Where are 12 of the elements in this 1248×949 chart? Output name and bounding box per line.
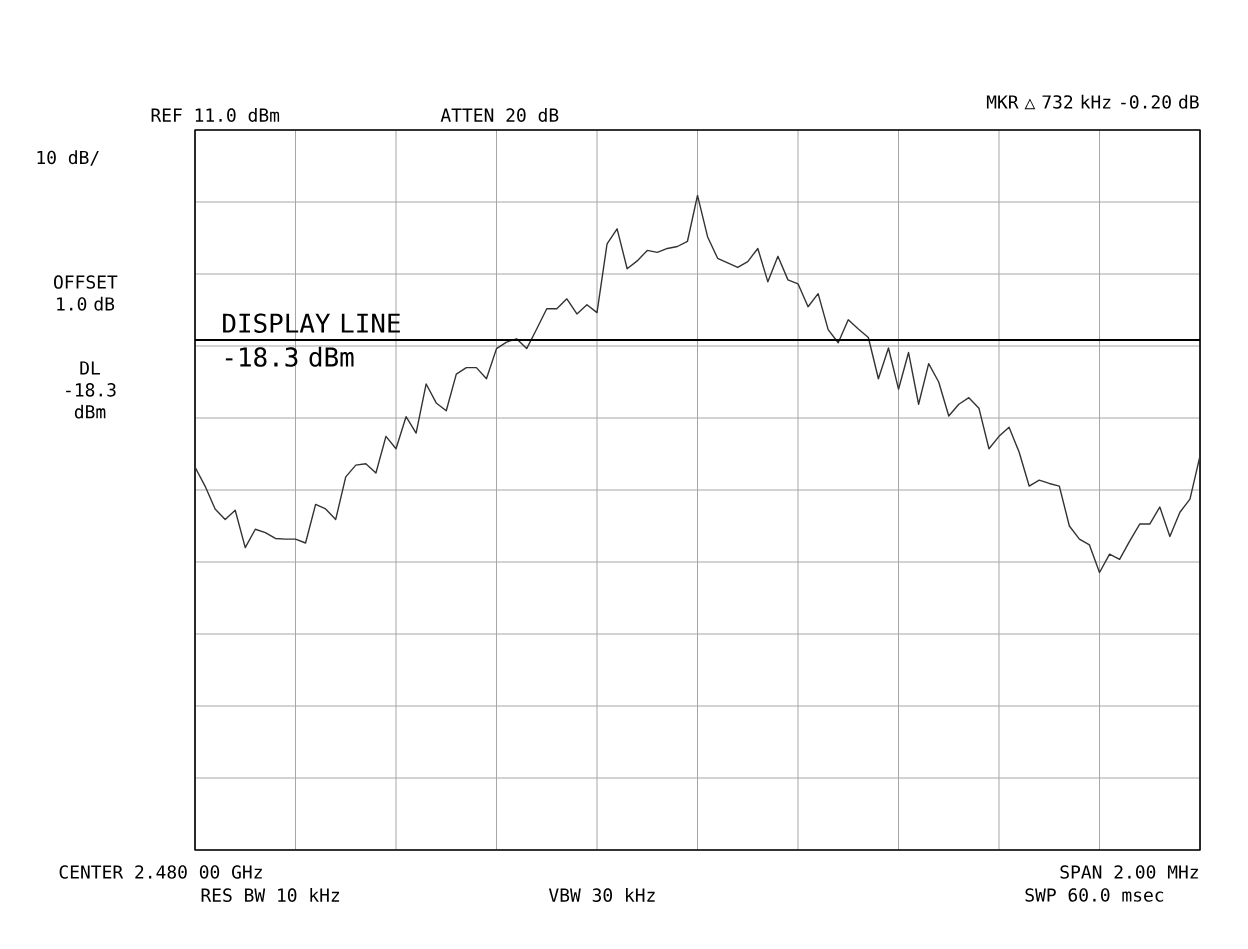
- text: RES BW 10 kHz: [201, 888, 340, 902]
- text: MKR △ 732 kHz -0.20 dB: [986, 94, 1199, 110]
- text: ATTEN 20 dB: [440, 108, 559, 122]
- ref-line-label: DISPLAY LINE -18.3 dBm: [223, 313, 400, 367]
- text: OFFSET 1.0 dB: [54, 275, 118, 311]
- text: REF 11.0 dBm: [151, 108, 280, 122]
- text: SWP 60.0 msec: [1025, 888, 1164, 902]
- text: SPAN 2.00 MHz: [1060, 865, 1198, 879]
- text: DL -18.3 dBm: [66, 361, 116, 419]
- text: VBW 30 kHz: [548, 888, 655, 902]
- text: CENTER 2.480 00 GHz: [59, 865, 262, 879]
- text: 10 dB/: [37, 150, 99, 166]
